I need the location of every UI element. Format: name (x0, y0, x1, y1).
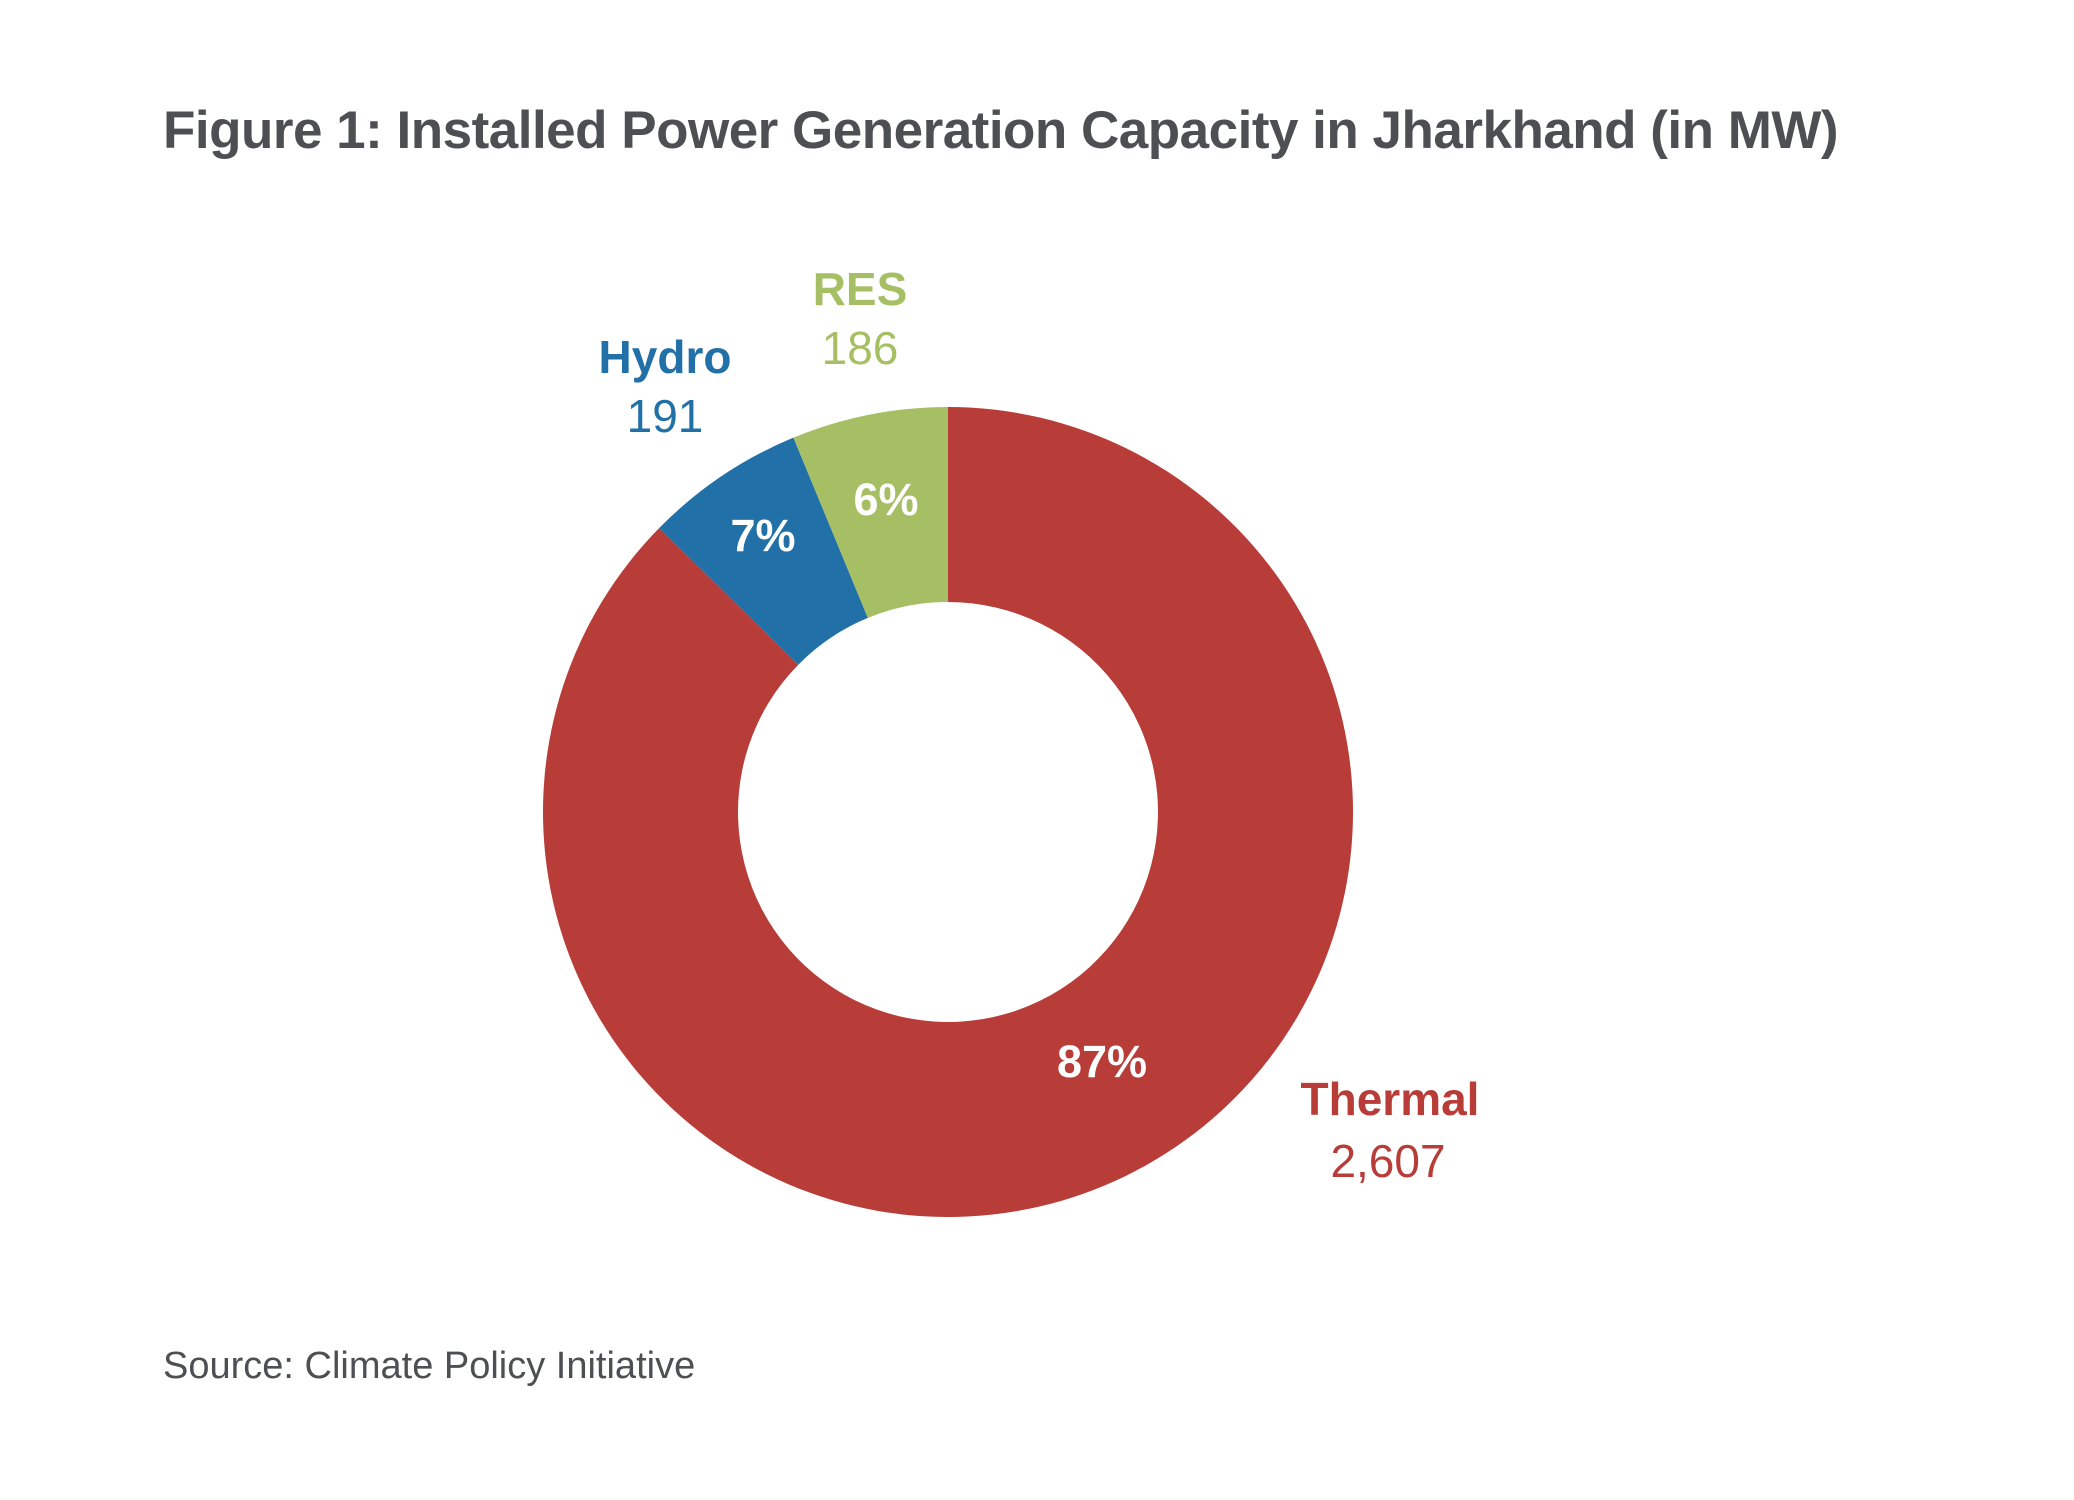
slice-percent-label-thermal: 87% (1057, 1036, 1147, 1087)
slice-percent-label-res: 6% (853, 474, 918, 525)
donut-slice-thermal (542, 407, 1353, 1217)
donut-slice-hydro (659, 437, 868, 665)
slice-percent-label-hydro: 7% (730, 510, 795, 561)
source-note: Source: Climate Policy Initiative (163, 1345, 696, 1387)
category-label-res: RES (813, 263, 908, 315)
category-label-thermal: Thermal (1301, 1073, 1480, 1125)
donut-slices (542, 407, 1353, 1217)
category-value-res: 186 (822, 322, 899, 374)
category-value-hydro: 191 (627, 390, 704, 442)
donut-slice-res (793, 407, 948, 618)
category-label-hydro: Hydro (599, 331, 732, 383)
category-value-thermal: 2,607 (1330, 1135, 1445, 1187)
chart-title: Figure 1: Installed Power Generation Cap… (163, 101, 1839, 160)
